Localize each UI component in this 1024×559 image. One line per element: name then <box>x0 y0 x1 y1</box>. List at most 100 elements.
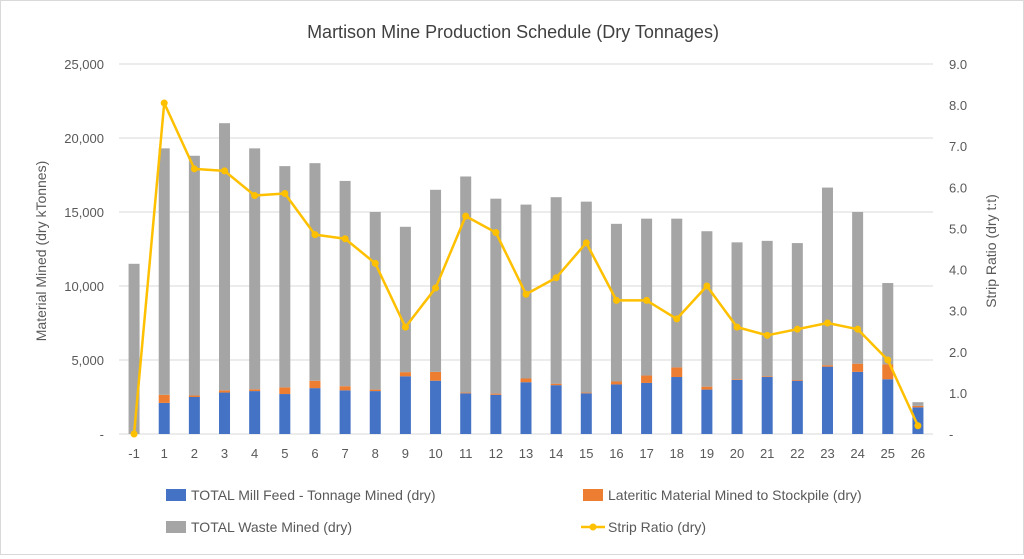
bar-segment-series-0 <box>852 371 864 434</box>
strip-ratio-point <box>643 296 651 304</box>
legend-label: TOTAL Waste Mined (dry) <box>191 519 352 535</box>
strip-ratio-point <box>612 296 620 304</box>
strip-ratio-point <box>763 331 771 339</box>
y2-tick-label: - <box>949 427 953 442</box>
bar-segment-series-1 <box>550 383 562 386</box>
y2-tick-label: 3.0 <box>949 304 967 319</box>
x-tick-label: 6 <box>311 446 318 461</box>
bar-segment-series-0 <box>399 376 411 434</box>
bars <box>128 123 924 434</box>
bar-segment-series-2 <box>158 148 170 395</box>
strip-ratio-point <box>341 235 349 243</box>
bar-segment-series-0 <box>821 366 833 434</box>
x-tick-label: 4 <box>251 446 258 461</box>
right-axis-title: Strip Ratio (dry t:t) <box>983 194 999 308</box>
strip-ratio-point <box>823 319 831 327</box>
strip-ratio-point <box>160 99 168 107</box>
legend-swatch <box>166 489 186 501</box>
bar-segment-series-0 <box>460 393 472 434</box>
strip-ratio-point <box>673 315 681 323</box>
y2-tick-label: 8.0 <box>949 98 967 113</box>
bar-segment-series-2 <box>128 263 140 434</box>
strip-ratio-point <box>221 167 229 175</box>
legend-label: Lateritic Material Mined to Stockpile (d… <box>608 487 862 503</box>
strip-ratio-point <box>251 192 259 200</box>
x-tick-label: 1 <box>161 446 168 461</box>
bar-segment-series-0 <box>188 397 200 434</box>
left-axis-title: Material Mined (dry kTonnes) <box>33 161 49 342</box>
x-tick-label: 20 <box>730 446 744 461</box>
bar-segment-series-0 <box>249 391 261 434</box>
bar-segment-series-2 <box>460 176 472 393</box>
bar-segment-series-1 <box>339 386 351 391</box>
bar-segment-series-1 <box>821 365 833 367</box>
x-tick-label: 8 <box>372 446 379 461</box>
strip-ratio-point <box>492 229 500 237</box>
bar-segment-series-1 <box>912 405 924 408</box>
bar-segment-series-0 <box>520 382 532 434</box>
x-tick-label: 23 <box>820 446 834 461</box>
bar-segment-series-0 <box>550 385 562 434</box>
bar-segment-series-1 <box>279 387 291 395</box>
bar-segment-series-0 <box>309 388 321 434</box>
bar-segment-series-0 <box>610 384 622 434</box>
bar-segment-series-1 <box>399 372 411 377</box>
y-tick-label: 5,000 <box>71 353 104 368</box>
bar-segment-series-2 <box>309 163 321 381</box>
strip-ratio-point <box>854 325 862 333</box>
strip-ratio-point <box>914 422 922 430</box>
strip-ratio-point <box>281 190 289 197</box>
bar-segment-series-0 <box>731 379 743 434</box>
bar-segment-series-2 <box>852 212 864 364</box>
strip-ratio-point <box>190 165 198 173</box>
bar-segment-series-1 <box>731 379 743 380</box>
bar-segment-series-2 <box>882 283 894 365</box>
x-tick-label: 2 <box>191 446 198 461</box>
y2-tick-label: 2.0 <box>949 345 967 360</box>
bar-segment-series-2 <box>249 148 261 390</box>
bar-segment-series-1 <box>309 380 321 389</box>
bar-segment-series-0 <box>912 407 924 434</box>
bar-segment-series-0 <box>279 394 291 434</box>
bar-segment-series-1 <box>219 390 231 393</box>
y2-tick-label: 1.0 <box>949 386 967 401</box>
bar-segment-series-2 <box>369 212 381 390</box>
x-tick-label: 25 <box>881 446 895 461</box>
bar-segment-series-2 <box>731 242 743 380</box>
x-tick-label: 19 <box>700 446 714 461</box>
bar-segment-series-0 <box>701 389 713 434</box>
bar-segment-series-0 <box>430 380 442 434</box>
y-tick-label: 15,000 <box>64 205 104 220</box>
bar-segment-series-2 <box>279 166 291 388</box>
bar-segment-series-1 <box>369 389 381 392</box>
x-tick-label: -1 <box>128 446 140 461</box>
bar-segment-series-1 <box>460 392 472 394</box>
bar-segment-series-1 <box>158 394 170 403</box>
y2-tick-label: 7.0 <box>949 139 967 154</box>
legend-swatch <box>583 489 603 501</box>
x-tick-label: 24 <box>850 446 864 461</box>
bar-segment-series-0 <box>791 380 803 434</box>
bar-segment-series-0 <box>490 394 502 434</box>
bar-segment-series-2 <box>550 197 562 384</box>
legend-label: TOTAL Mill Feed - Tonnage Mined (dry) <box>191 487 436 503</box>
strip-ratio-point <box>311 231 319 239</box>
strip-ratio-point <box>462 212 470 220</box>
x-tick-label: 22 <box>790 446 804 461</box>
x-tick-label: 9 <box>402 446 409 461</box>
legend-swatch-marker <box>589 523 597 531</box>
bar-segment-series-0 <box>580 393 592 434</box>
strip-ratio-point <box>401 323 409 331</box>
strip-ratio-point <box>552 274 560 282</box>
bar-segment-series-1 <box>761 376 773 378</box>
x-tick-label: 3 <box>221 446 228 461</box>
y2-tick-label: 6.0 <box>949 180 967 195</box>
bar-segment-series-1 <box>701 386 713 390</box>
bar-segment-series-0 <box>882 379 894 434</box>
bar-segment-series-2 <box>339 180 351 387</box>
x-tick-label: 14 <box>549 446 563 461</box>
bar-segment-series-2 <box>701 231 713 387</box>
bar-segment-series-1 <box>520 378 532 383</box>
bar-segment-series-0 <box>219 392 231 434</box>
strip-ratio-point <box>884 356 892 364</box>
